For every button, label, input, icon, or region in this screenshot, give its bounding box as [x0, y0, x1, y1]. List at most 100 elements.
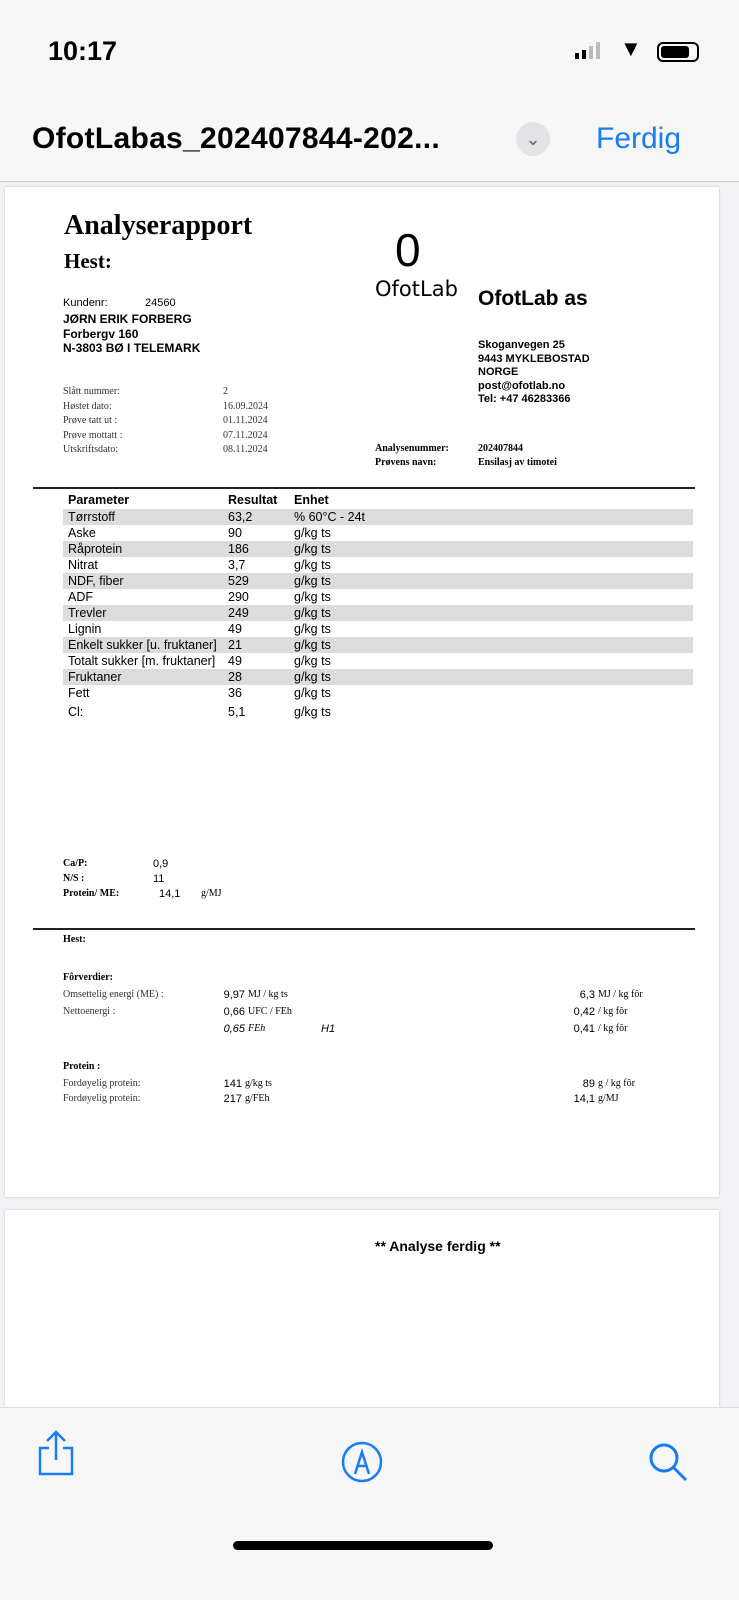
ratio-label: N/S :	[63, 873, 85, 884]
table-row: Enkelt sukker [u. fruktaner] 21 g/kg ts	[63, 637, 693, 653]
info-value: 01.11.2024	[223, 415, 268, 426]
analysis-value: Ensilasj av timotei	[478, 457, 557, 468]
unit-cell: g/kg ts	[294, 590, 331, 604]
unit-cell: g/kg ts	[294, 526, 331, 540]
feed-unit: UFC / FEh	[248, 1006, 292, 1017]
protein-value: 217	[223, 1093, 242, 1105]
info-label: Høstet dato:	[63, 400, 112, 412]
nav-bar: OfotLabas_202407844-202... ⌄ Ferdig	[0, 100, 739, 182]
table-row: Cl: 5,1 g/kg ts	[63, 704, 693, 720]
search-icon[interactable]	[646, 1440, 690, 1489]
ratio-label: Protein/ ME:	[63, 888, 120, 899]
done-button[interactable]: Ferdig	[596, 122, 682, 155]
info-label: Slått nummer:	[63, 386, 120, 397]
bottom-toolbar	[0, 1407, 739, 1600]
report-subtitle: Hest:	[64, 249, 112, 273]
result-cell: 290	[228, 590, 249, 604]
unit-cell: g/kg ts	[294, 558, 331, 572]
parameter-cell: Enkelt sukker [u. fruktaner]	[68, 638, 217, 652]
parameter-cell: NDF, fiber	[68, 574, 124, 588]
table-row: Tørrstoff 63,2 % 60°C - 24t	[63, 509, 693, 525]
divider	[33, 487, 695, 489]
battery-icon	[657, 42, 699, 62]
result-cell: 186	[228, 542, 249, 556]
table-row: NDF, fiber 529 g/kg ts	[63, 573, 693, 589]
customer-label: Kundenr:	[63, 297, 108, 309]
home-indicator[interactable]	[233, 1541, 493, 1550]
lab-name: OfotLab as	[478, 287, 588, 310]
share-icon[interactable]	[36, 1428, 76, 1483]
result-cell: 90	[228, 526, 242, 540]
info-value: 2	[223, 386, 228, 397]
table-row: Lignin 49 g/kg ts	[63, 621, 693, 637]
markup-icon[interactable]	[340, 1440, 384, 1489]
result-cell: 21	[228, 638, 242, 652]
lab-email: post@ofotlab.no	[478, 379, 566, 392]
result-cell: 49	[228, 654, 242, 668]
unit-cell: g/kg ts	[294, 606, 331, 620]
document-page-1: Analyserapport Hest: 0 OfotLab OfotLab a…	[5, 187, 719, 1197]
report-title: Analyserapport	[64, 210, 253, 241]
parameter-cell: Nitrat	[68, 558, 98, 572]
feed-heading: Fôrverdier:	[63, 972, 113, 983]
column-header: Parameter	[68, 493, 130, 507]
column-header: Enhet	[294, 493, 329, 507]
table-row: Trevler 249 g/kg ts	[63, 605, 693, 621]
lab-address: Skoganvegen 25 9443 MYKLEBOSTAD NORGE po…	[478, 339, 590, 407]
table-row: Fruktaner 28 g/kg ts	[63, 669, 693, 685]
feed-value-per-feed: 6,3	[579, 989, 595, 1001]
ratio-label: Ca/P:	[63, 858, 88, 869]
signal-icon	[575, 42, 600, 59]
result-cell: 36	[228, 686, 242, 700]
protein-unit: g/kg ts	[245, 1078, 272, 1089]
result-cell: 249	[228, 606, 249, 620]
protein-label: Fordøyelig protein:	[63, 1093, 141, 1104]
unit-cell: g/kg ts	[294, 542, 331, 556]
unit-cell: g/kg ts	[294, 622, 331, 636]
result-cell: 5,1	[228, 705, 246, 719]
feed-value-per-feed: 0,42	[573, 1006, 595, 1018]
info-value: 16.09.2024	[223, 400, 268, 412]
feed-unit-per-feed: MJ / kg fôr	[598, 989, 643, 1000]
unit-cell: g/kg ts	[294, 638, 331, 652]
customer-number: 24560	[145, 297, 176, 309]
parameter-cell: Tørrstoff	[68, 510, 115, 524]
unit-cell: g/kg ts	[294, 705, 331, 719]
table-row: Fett 36 g/kg ts	[63, 685, 693, 701]
info-value: 07.11.2024	[223, 429, 268, 441]
protein-value-per-feed: 14,1	[573, 1093, 595, 1105]
document-title[interactable]: OfotLabas_202407844-202...	[32, 122, 441, 155]
result-cell: 28	[228, 670, 242, 684]
table-row: ADF 290 g/kg ts	[63, 589, 693, 605]
ratio-unit: g/MJ	[201, 888, 222, 899]
unit-cell: g/kg ts	[294, 670, 331, 684]
feed-unit: FEh	[248, 1023, 266, 1034]
protein-label: Fordøyelig protein:	[63, 1078, 141, 1089]
analysis-label: Prøvens navn:	[375, 457, 437, 468]
unit-cell: g/kg ts	[294, 654, 331, 668]
feed-unit: MJ / kg ts	[248, 989, 288, 1000]
protein-value-per-feed: 89	[582, 1078, 595, 1090]
ratio-value: 14,1	[159, 888, 181, 900]
info-label: Prøve tatt ut :	[63, 415, 118, 426]
ratio-value: 0,9	[153, 858, 169, 870]
parameter-cell: Cl:	[68, 705, 84, 719]
result-cell: 63,2	[228, 510, 253, 524]
customer-city: N-3803 BØ I TELEMARK	[63, 341, 201, 355]
parameter-cell: Totalt sukker [m. fruktaner]	[68, 654, 216, 668]
wifi-icon: ▼	[620, 36, 642, 61]
feed-unit-per-feed: / kg fôr	[598, 1023, 628, 1034]
feed-value: 9,97	[223, 989, 245, 1001]
analysis-value: 202407844	[478, 443, 523, 454]
parameter-cell: Fruktaner	[68, 670, 122, 684]
feed-label: Omsettelig energi (ME) :	[63, 989, 164, 1000]
unit-cell: g/kg ts	[294, 574, 331, 588]
ratio-value: 11	[153, 873, 165, 885]
chevron-down-icon[interactable]: ⌄	[516, 122, 550, 156]
feed-tag: H1	[321, 1023, 336, 1035]
result-cell: 529	[228, 574, 249, 588]
protein-heading: Protein :	[63, 1061, 101, 1072]
protein-unit-per-feed: g/MJ	[598, 1093, 619, 1104]
protein-value: 141	[223, 1078, 242, 1090]
parameter-cell: Trevler	[68, 606, 107, 620]
